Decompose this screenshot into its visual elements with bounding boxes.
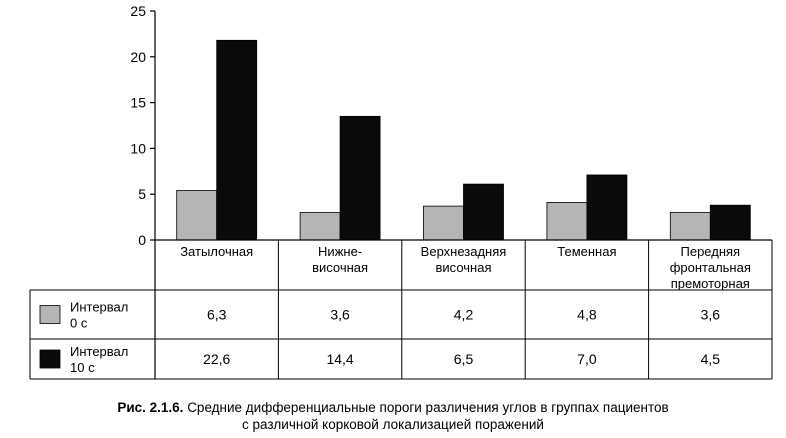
bar-interval-10	[463, 183, 504, 241]
category-label: Верхнезадняя	[421, 244, 507, 259]
table-cell-value: 3,6	[701, 307, 721, 323]
y-tick-label: 20	[130, 49, 146, 65]
y-axis: 0 5 10 15 20 25	[130, 3, 156, 248]
table-cell-value: 7,0	[577, 351, 597, 367]
category-label: Нижне-	[318, 244, 362, 259]
caption-text-1: Средние дифференциальные пороги различен…	[187, 400, 669, 415]
legend-label: 0 с	[70, 316, 88, 331]
table-cell-value: 4,8	[577, 307, 597, 323]
caption-line-2: с различной корковой локализацией пораже…	[242, 417, 544, 432]
legend-label: Интервал	[70, 300, 128, 315]
legend-label: 10 с	[70, 360, 95, 375]
bar-interval-0	[669, 212, 711, 241]
category-label: премоторная	[671, 276, 750, 291]
category-label: височная	[436, 260, 492, 275]
y-tick-label: 15	[130, 95, 146, 111]
table-cell-value: 4,5	[701, 351, 721, 367]
y-tick-label: 5	[138, 186, 146, 202]
bars	[176, 39, 751, 241]
table-cell-value: 3,6	[330, 307, 350, 323]
caption-line-1: Рис. 2.1.6. Средние дифференциальные пор…	[0, 399, 786, 416]
table-cell-value: 6,5	[454, 351, 474, 367]
category-label: Теменная	[557, 244, 616, 259]
bar-interval-10	[586, 174, 628, 241]
table-cell-value: 14,4	[326, 351, 353, 367]
legend-label: Интервал	[70, 344, 128, 359]
category-label: височная	[312, 260, 368, 275]
bar-interval-10	[216, 39, 258, 241]
table-cell-value: 4,2	[454, 307, 474, 323]
table-cell-value: 22,6	[203, 351, 230, 367]
y-tick-label: 10	[130, 140, 146, 156]
bar-interval-0	[546, 202, 588, 241]
bar-interval-0	[299, 212, 341, 241]
category-label: Передняя	[681, 244, 741, 259]
table-cell-value: 6,3	[207, 307, 227, 323]
data-table: Затылочная Нижне-височнаяВерхнезадняявисо…	[29, 239, 773, 380]
bar-interval-0	[176, 190, 218, 241]
legend-swatch-interval-0	[39, 305, 61, 324]
bar-interval-10	[339, 115, 381, 241]
figure-label: Рис. 2.1.6.	[117, 400, 184, 415]
bar-interval-10	[709, 204, 751, 241]
y-tick-label: 25	[130, 3, 146, 19]
bar-interval-0	[423, 205, 464, 241]
category-label: Затылочная	[180, 244, 253, 259]
category-label: фронтальная	[670, 260, 751, 275]
figure-caption: Рис. 2.1.6. Средние дифференциальные пор…	[0, 399, 786, 433]
y-tick-label: 0	[138, 232, 146, 248]
legend-swatch-interval-10	[39, 349, 61, 369]
